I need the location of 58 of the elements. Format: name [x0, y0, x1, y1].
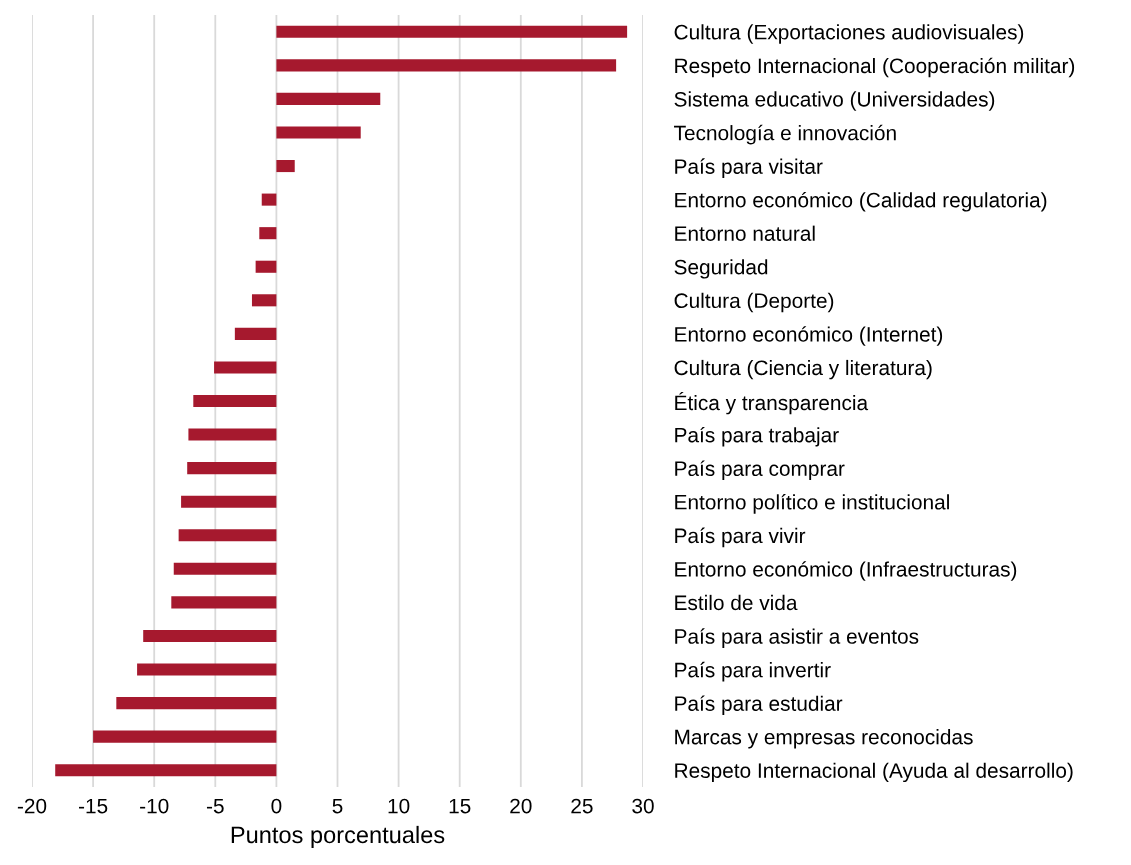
x-tick-label: -15	[78, 798, 108, 814]
y-tick-label: Estilo de vida	[675, 594, 798, 611]
y-tick-label: País para invertir	[675, 661, 831, 682]
y-tick-label: País para vivir	[675, 527, 806, 548]
y-tick-label: Cultura (Deporte)	[674, 292, 834, 313]
bar	[171, 596, 277, 609]
bar	[188, 428, 277, 441]
x-tick-label: -20	[17, 798, 47, 814]
y-tick-label: Tecnología e innovación	[674, 124, 896, 145]
x-tick-label: 5	[332, 798, 343, 814]
y-tick-label: Marcas y empresas reconocidas	[675, 729, 973, 749]
bar	[187, 462, 277, 475]
y-tick-label: Sistema educativo (Universidades)	[674, 91, 995, 111]
bar	[276, 59, 617, 72]
bar	[55, 764, 277, 777]
bar	[137, 663, 277, 676]
bar	[276, 160, 295, 173]
y-tick-label: Entorno económico (Internet)	[675, 326, 943, 346]
x-tick-label: 10	[388, 798, 410, 814]
y-tick-label: País para asistir a eventos	[675, 628, 919, 648]
bar	[234, 327, 277, 340]
bar	[276, 25, 628, 38]
bar	[116, 697, 277, 710]
bar	[173, 562, 277, 575]
bar	[259, 227, 277, 240]
bar	[193, 394, 277, 408]
bar	[276, 126, 361, 139]
y-tick-label: Entorno político e institucional	[675, 494, 949, 514]
y-tick-label: País para estudiar	[675, 695, 843, 716]
bar	[181, 495, 277, 508]
x-tick-label: 15	[449, 798, 471, 814]
x-tick-label: -10	[140, 798, 169, 814]
x-tick-label: 0	[271, 798, 282, 814]
x-tick-label: -5	[206, 798, 224, 814]
y-tick-label: País para trabajar	[675, 426, 839, 447]
y-tick-label: Respeto Internacional (Cooperación militar)	[675, 57, 1075, 78]
bar	[251, 294, 277, 307]
y-tick-label: Seguridad	[674, 259, 768, 279]
y-tick-label: Entorno económico (Calidad regulatoria)	[675, 191, 1047, 212]
y-tick-label: Ética y transparencia	[675, 391, 869, 415]
y-tick-label: Cultura (Exportaciones audiovisuales)	[674, 24, 1024, 44]
x-axis-title: Puntos porcentuales	[231, 825, 445, 848]
bar	[93, 730, 277, 743]
bar	[261, 193, 277, 206]
bar	[178, 529, 277, 542]
bar	[276, 92, 381, 105]
y-tick-label: País para visitar	[675, 158, 823, 179]
y-tick-label: País para comprar	[675, 460, 845, 481]
y-tick-label: Entorno económico (Infraestructuras)	[675, 561, 1017, 581]
bar	[214, 361, 277, 374]
x-tick-label: 25	[571, 798, 593, 814]
x-tick-label: 20	[510, 798, 532, 814]
y-tick-label: Cultura (Ciencia y literatura)	[674, 359, 932, 380]
y-tick-label: Entorno natural	[675, 225, 815, 241]
bar	[143, 629, 277, 642]
y-tick-label: Respeto Internacional (Ayuda al desarrollo)	[675, 762, 1073, 783]
x-tick-label: 30	[632, 798, 654, 814]
bar	[255, 260, 277, 273]
